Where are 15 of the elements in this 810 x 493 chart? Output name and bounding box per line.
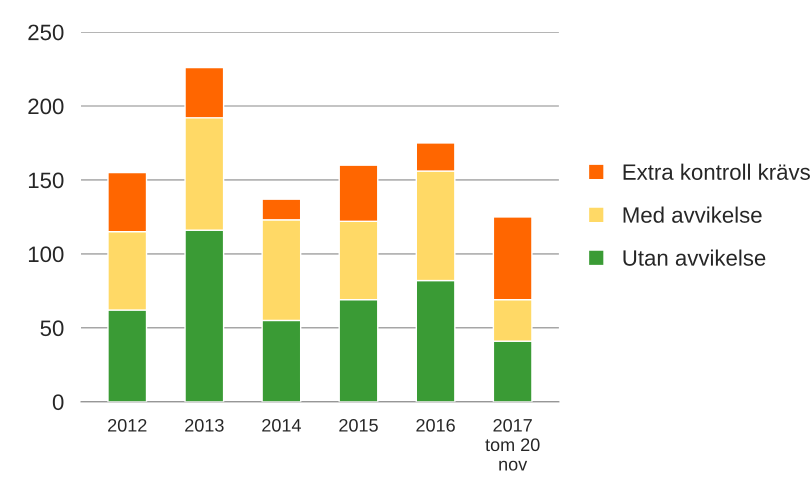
legend-label: Utan avvikelse [624, 250, 766, 266]
x-tick-label: 2016 [416, 418, 455, 432]
y-tick-label: 250 [28, 24, 64, 40]
y-tick-label: 150 [28, 172, 64, 188]
y-tick-label: 50 [40, 320, 64, 336]
x-tick-label: 2017 tom 20 nov [485, 418, 540, 471]
y-tick-label: 200 [28, 98, 64, 114]
legend-label: Med avvikelse [624, 206, 762, 223]
y-tick-label: 100 [28, 246, 64, 262]
y-tick-label: 0 [52, 394, 64, 410]
x-tick-label: 2012 [108, 418, 146, 432]
x-tick-label: 2014 [262, 418, 301, 432]
x-tick-label: 2015 [339, 418, 378, 432]
x-tick-label: 2013 [185, 418, 224, 432]
legend-label: Extra kontroll krävs [624, 164, 810, 180]
